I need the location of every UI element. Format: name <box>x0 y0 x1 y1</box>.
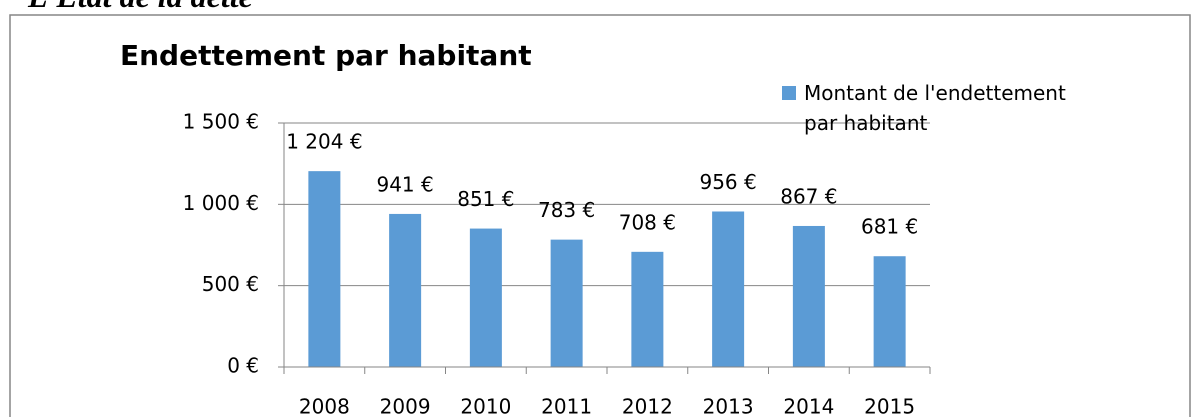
x-tick-label: 2008 <box>299 395 350 417</box>
data-label: 956 € <box>699 170 756 194</box>
data-label: 708 € <box>619 210 676 234</box>
y-tick-label: 0 € <box>227 354 259 378</box>
x-tick-label: 2015 <box>864 395 915 417</box>
bar <box>308 171 341 367</box>
data-label: 867 € <box>780 184 837 208</box>
legend-label: Montant de l'endettement par habitant <box>804 81 1066 135</box>
x-tick-label: 2014 <box>783 395 834 417</box>
x-tick-label: 2013 <box>703 395 754 417</box>
x-tick-label: 2012 <box>622 395 673 417</box>
page-heading: L'Etat de la dette <box>28 0 253 15</box>
bar <box>873 256 906 367</box>
legend-swatch <box>782 86 796 100</box>
chart-title: Endettement par habitant <box>120 39 532 72</box>
data-label: 851 € <box>457 187 514 211</box>
x-tick-label: 2009 <box>380 395 431 417</box>
data-label: 681 € <box>861 215 918 239</box>
data-label: 783 € <box>538 198 595 222</box>
bar <box>550 239 583 367</box>
bar <box>792 225 825 367</box>
chart-border <box>9 14 1191 417</box>
bar <box>389 213 422 367</box>
y-tick-label: 1 000 € <box>183 191 259 215</box>
bar <box>631 251 664 367</box>
x-tick-label: 2010 <box>460 395 511 417</box>
y-tick-label: 500 € <box>202 272 259 296</box>
x-tick-label: 2011 <box>541 395 592 417</box>
data-label: 1 204 € <box>286 130 362 154</box>
bar <box>712 211 745 367</box>
y-tick-label: 1 500 € <box>183 110 259 134</box>
bar <box>469 228 502 367</box>
data-label: 941 € <box>376 172 433 196</box>
